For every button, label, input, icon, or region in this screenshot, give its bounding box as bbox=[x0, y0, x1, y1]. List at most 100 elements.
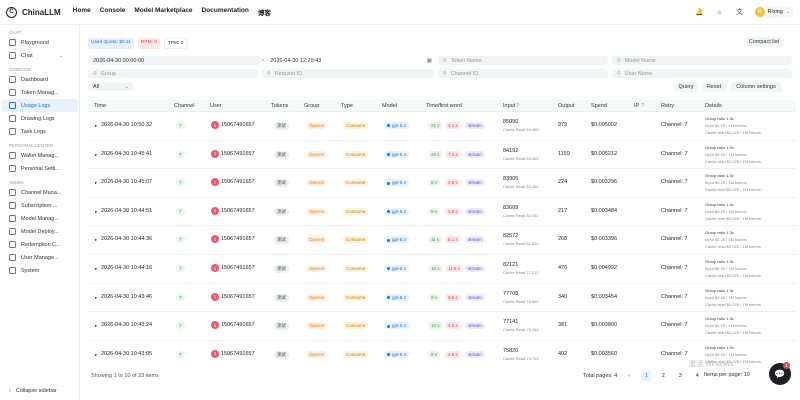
sidebar-item-system[interactable]: System bbox=[0, 264, 79, 277]
sidebar-item-chat[interactable]: Chat ⌄ bbox=[0, 49, 79, 62]
row-time: 2026-04-30 10:44:16 bbox=[101, 265, 153, 271]
expand-row-icon[interactable]: ▸ bbox=[95, 294, 98, 300]
row-time: 2026-04-30 10:44:36 bbox=[101, 236, 153, 243]
calendar-icon[interactable]: ▦ bbox=[426, 57, 432, 64]
user-menu[interactable]: R Rixing ⌄ bbox=[753, 6, 794, 18]
prev-page-button[interactable]: ‹ bbox=[628, 373, 631, 379]
ticket-icon bbox=[9, 241, 16, 248]
request-id-input[interactable]: ⚲ Request ID bbox=[262, 69, 434, 78]
sidebar-item-model-deployment[interactable]: Model Deploy... bbox=[0, 225, 79, 238]
channel-id-input[interactable]: ⚲ Channel ID bbox=[438, 69, 608, 78]
row-user[interactable]: 15067491657 bbox=[221, 150, 255, 157]
sidebar-item-drawing-logs[interactable]: Drawing Logs bbox=[0, 112, 79, 125]
group-input[interactable]: ⚲ Group bbox=[88, 69, 258, 78]
table-row[interactable]: ▸ 2026-04-30 10:43:46 7 1 15067491657 测试… bbox=[88, 284, 796, 313]
model-name-input[interactable]: ⚲ Model Name bbox=[612, 56, 792, 65]
expand-row-icon[interactable]: ▸ bbox=[95, 237, 98, 243]
next-page-button[interactable]: › bbox=[713, 373, 716, 379]
row-user[interactable]: 15067491657 bbox=[221, 122, 255, 128]
col-type[interactable]: Type bbox=[341, 103, 353, 109]
col-time[interactable]: Time bbox=[94, 103, 107, 109]
row-user[interactable]: 15067491657 bbox=[221, 207, 255, 214]
page-button-4[interactable]: 4 bbox=[695, 373, 699, 379]
table-row[interactable]: ▸ 2026-04-30 10:44:51 7 1 15067491657 测试… bbox=[88, 198, 796, 227]
row-user[interactable]: 15067491657 bbox=[221, 322, 255, 329]
expand-row-icon[interactable]: ▸ bbox=[95, 208, 98, 214]
sidebar-item-task-logs[interactable]: Task Logs bbox=[0, 125, 79, 138]
row-user[interactable]: 15067491657 bbox=[221, 350, 255, 357]
nav-model-marketplace[interactable]: Model Marketplace bbox=[134, 7, 193, 14]
col-model[interactable]: Model bbox=[382, 103, 397, 109]
nav-home[interactable]: Home bbox=[72, 7, 91, 14]
column-settings-button[interactable]: Column settings bbox=[730, 82, 782, 92]
type-select[interactable]: All ⌄ bbox=[88, 82, 133, 91]
table-row[interactable]: ▸ 2026-04-30 10:45:41 7 1 15067491657 测试… bbox=[88, 141, 796, 170]
sidebar-item-dashboard[interactable]: Dashboard bbox=[0, 73, 79, 86]
page-button-1[interactable]: 1 bbox=[641, 371, 652, 381]
language-icon[interactable]: 文 bbox=[736, 9, 743, 16]
col-ip[interactable]: IP bbox=[634, 103, 640, 109]
expand-row-icon[interactable]: ▸ bbox=[95, 180, 98, 186]
type-tag: Consume bbox=[343, 179, 369, 187]
table-row[interactable]: ▸ 2026-04-30 10:45:07 7 1 15067491657 测试… bbox=[88, 169, 796, 198]
compact-list-button[interactable]: Compact list bbox=[743, 37, 784, 47]
col-time-first-word[interactable]: Time/first word bbox=[426, 103, 462, 109]
sidebar-item-channel-management[interactable]: Channel Mana... bbox=[0, 186, 79, 199]
col-input[interactable]: Input bbox=[503, 103, 516, 109]
table-row[interactable]: ▸ 2026-04-30 10:43:24 7 1 15067491657 测试… bbox=[88, 312, 796, 341]
bell-icon[interactable]: 🔔 bbox=[695, 9, 704, 16]
help-icon[interactable]: ? bbox=[516, 103, 520, 109]
col-channel[interactable]: Channel bbox=[174, 103, 195, 109]
row-output: 340 bbox=[558, 293, 568, 300]
table-row[interactable]: ▸ 2026-04-30 10:44:36 7 1 15067491657 测试… bbox=[88, 226, 796, 255]
detail-cache-price: Cache read $0.025 / 1M tokens bbox=[705, 158, 761, 164]
table-row[interactable]: ▸ 2026-04-30 10:50:32 7 1 15067491657 测试… bbox=[88, 112, 796, 141]
expand-row-icon[interactable]: ▸ bbox=[95, 266, 98, 271]
row-user[interactable]: 15067491657 bbox=[221, 293, 255, 300]
sidebar-item-label: Model Deploy... bbox=[21, 228, 59, 235]
sidebar-item-personal-settings[interactable]: Personal Setti... bbox=[0, 162, 79, 175]
help-icon[interactable]: ? bbox=[641, 103, 645, 109]
expand-row-icon[interactable]: ▸ bbox=[95, 351, 98, 357]
reset-button[interactable]: Reset bbox=[702, 82, 726, 92]
col-group[interactable]: Group bbox=[304, 103, 320, 109]
start-time-input[interactable]: 2026-04-30 00:00:00 bbox=[88, 56, 260, 65]
expand-row-icon[interactable]: ▸ bbox=[95, 123, 98, 128]
col-user[interactable]: User bbox=[210, 103, 222, 109]
sidebar-item-redemption-codes[interactable]: Redemption C... bbox=[0, 238, 79, 251]
sidebar-item-usage-logs[interactable]: Usage Logs bbox=[2, 99, 78, 112]
expand-row-icon[interactable]: ▸ bbox=[95, 151, 98, 157]
token-name-input[interactable]: ⚲ Token Name bbox=[438, 56, 608, 65]
row-user[interactable]: 15067491657 bbox=[221, 236, 255, 243]
page-button-2[interactable]: 2 bbox=[661, 373, 665, 379]
user-name-input[interactable]: ⚲ User Name bbox=[612, 69, 792, 78]
nav-documentation[interactable]: Documentation bbox=[201, 7, 249, 14]
sidebar-item-wallet[interactable]: Wallet Manag... bbox=[0, 149, 79, 162]
table-row[interactable]: ▸ 2026-04-30 10:44:16 7 1 15067491657 测试… bbox=[88, 255, 796, 284]
nav-console[interactable]: Console bbox=[99, 7, 126, 14]
end-time-input[interactable]: ~ 2026-04-30 12:29:43 ▦ bbox=[256, 56, 434, 65]
col-details[interactable]: Details bbox=[705, 103, 722, 109]
sidebar-item-token-management[interactable]: Token Manag... bbox=[0, 86, 79, 99]
row-user[interactable]: 15067491657 bbox=[221, 179, 255, 186]
expand-row-icon[interactable]: ▸ bbox=[95, 323, 98, 329]
token-tag: 测试 bbox=[274, 236, 289, 245]
col-spend[interactable]: Spend bbox=[591, 103, 607, 109]
sidebar-item-user-management[interactable]: User Manage... bbox=[0, 251, 79, 264]
items-per-page-select[interactable]: Items per page: 10 bbox=[704, 372, 750, 378]
col-retry[interactable]: Retry bbox=[661, 103, 675, 109]
query-button[interactable]: Query bbox=[674, 82, 698, 92]
col-tokens[interactable]: Tokens bbox=[271, 103, 289, 109]
app-logo[interactable]: C ChinaLLM bbox=[6, 6, 61, 18]
page-button-3[interactable]: 3 bbox=[678, 373, 682, 379]
row-user[interactable]: 15067491657 bbox=[221, 265, 255, 271]
nav-blog[interactable]: 博客 bbox=[257, 10, 271, 17]
channel-tag: 7 bbox=[176, 265, 185, 272]
theme-toggle-icon[interactable]: ☼ bbox=[716, 8, 723, 16]
sidebar-item-subscription[interactable]: Subscription ... bbox=[0, 199, 79, 212]
sidebar-item-playground[interactable]: Playground bbox=[0, 36, 79, 49]
col-output[interactable]: Output bbox=[558, 103, 575, 109]
collapse-sidebar-button[interactable]: ‹ Collapse sidebar bbox=[9, 388, 57, 394]
row-time: 2026-04-30 10:43:24 bbox=[101, 322, 153, 329]
sidebar-item-model-management[interactable]: Model Manag... bbox=[0, 212, 79, 225]
